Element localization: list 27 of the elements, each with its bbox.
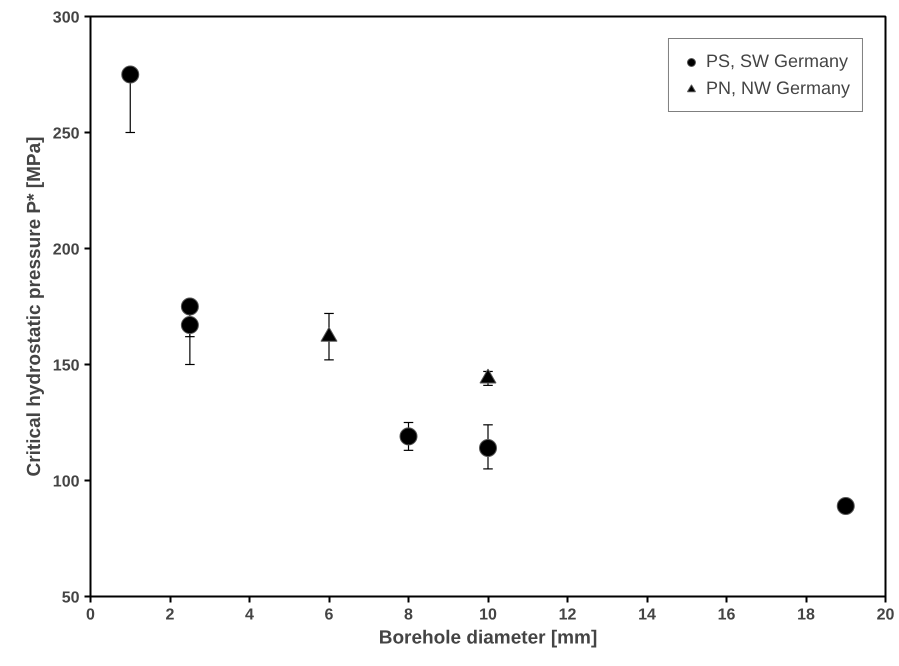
point — [180, 316, 199, 334]
x-tick-label: 20 — [876, 606, 894, 624]
x-tick-label: 10 — [479, 606, 497, 624]
x-tick-label: 14 — [638, 606, 656, 624]
legend-label: PS, SW Germany — [706, 51, 848, 72]
point — [400, 427, 418, 446]
y-tick-label: 150 — [52, 358, 80, 374]
x-tick-label: 18 — [797, 606, 815, 624]
y-tick-label: 250 — [52, 126, 80, 142]
y-tick-label: 300 — [52, 10, 80, 26]
y-axis-title: Critical hydrostatic pressure P* [MPa] — [24, 136, 45, 476]
x-tick-label: 16 — [718, 606, 736, 624]
point — [479, 439, 497, 458]
y-tick-label: 200 — [52, 242, 80, 258]
y-tick-label: 50 — [62, 590, 80, 606]
y-tick-label: 100 — [52, 474, 80, 490]
x-tick-label: 12 — [558, 606, 576, 624]
x-tick-label: 8 — [404, 606, 414, 624]
x-axis-title: Borehole diameter [mm] — [378, 628, 598, 648]
legend-label: PN, NW Germany — [706, 78, 850, 99]
point — [836, 497, 855, 516]
x-tick-label: 2 — [166, 606, 175, 624]
x-tick-label: 4 — [245, 606, 254, 624]
x-tick-label: 6 — [324, 606, 334, 624]
point — [121, 66, 140, 84]
point — [180, 298, 199, 316]
x-tick-label: 0 — [86, 606, 96, 624]
